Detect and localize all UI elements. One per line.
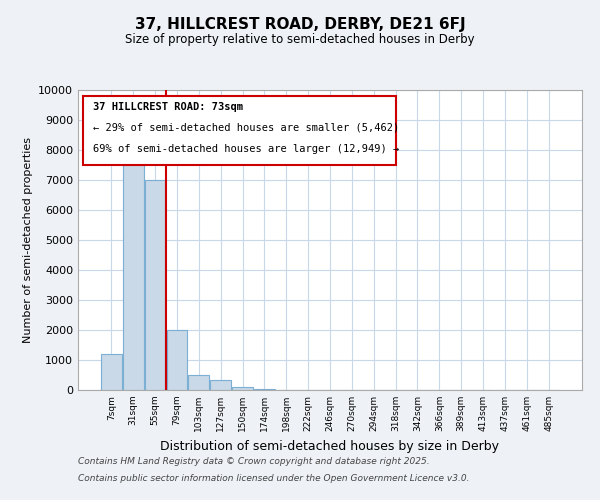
Text: 37 HILLCREST ROAD: 73sqm: 37 HILLCREST ROAD: 73sqm (93, 102, 243, 112)
Text: 37, HILLCREST ROAD, DERBY, DE21 6FJ: 37, HILLCREST ROAD, DERBY, DE21 6FJ (134, 18, 466, 32)
Bar (254, 388, 275, 390)
Bar (101, 354, 122, 390)
Bar (123, 162, 143, 390)
FancyBboxPatch shape (83, 96, 395, 165)
Bar (232, 387, 253, 390)
Text: Size of property relative to semi-detached houses in Derby: Size of property relative to semi-detach… (125, 32, 475, 46)
X-axis label: Distribution of semi-detached houses by size in Derby: Distribution of semi-detached houses by … (161, 440, 499, 452)
Bar (167, 330, 187, 390)
Bar (145, 180, 166, 390)
Bar (188, 375, 209, 390)
Y-axis label: Number of semi-detached properties: Number of semi-detached properties (23, 137, 32, 343)
Text: ← 29% of semi-detached houses are smaller (5,462): ← 29% of semi-detached houses are smalle… (93, 123, 400, 133)
Text: Contains HM Land Registry data © Crown copyright and database right 2025.: Contains HM Land Registry data © Crown c… (78, 458, 430, 466)
Text: 69% of semi-detached houses are larger (12,949) →: 69% of semi-detached houses are larger (… (93, 144, 400, 154)
Text: Contains public sector information licensed under the Open Government Licence v3: Contains public sector information licen… (78, 474, 470, 483)
Bar (210, 380, 231, 390)
